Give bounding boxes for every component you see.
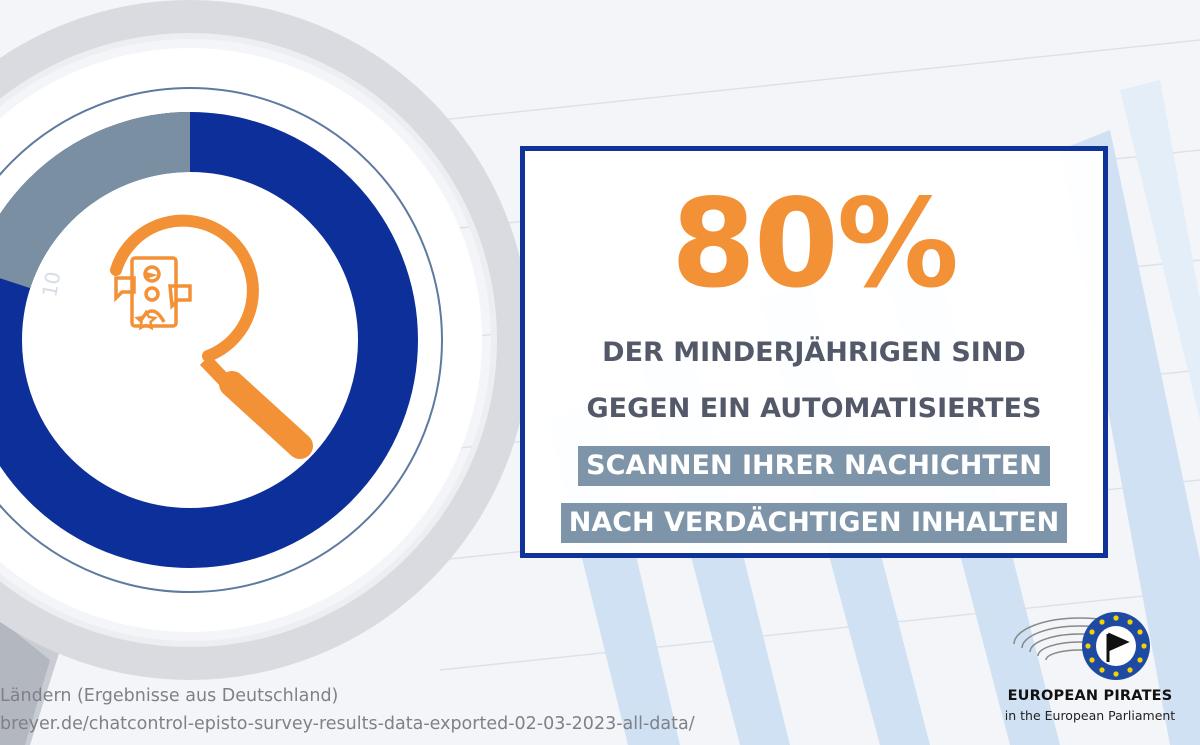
donut-tick-label: 10 — [37, 270, 65, 299]
stat-line-2: GEGEN EIN AUTOMATISIERTES — [525, 389, 1103, 429]
magnifier-rim — [0, 0, 530, 680]
magnifying-glass-icon — [110, 214, 313, 459]
big-percentage: 80% — [670, 173, 959, 315]
donut-outline — [0, 87, 443, 593]
european-pirates-logo: EUROPEAN PIRATES in the European Parliam… — [1000, 604, 1180, 734]
stat-line-3-text: SCANNEN IHRER NACHICHTEN — [578, 446, 1050, 486]
chat-profile-icon — [114, 256, 192, 331]
stat-line-4-text: NACH VERDÄCHTIGEN INHALTEN — [560, 503, 1068, 543]
logo-subtitle: in the European Parliament — [1004, 708, 1176, 723]
stat-line-3-highlight: SCANNEN IHRER NACHICHTEN — [525, 446, 1103, 486]
source-note: Ländern (Ergebnisse aus Deutschland) bre… — [0, 682, 780, 738]
stat-line-2-text: GEGEN EIN AUTOMATISIERTES — [586, 393, 1042, 424]
source-url[interactable]: breyer.de/chatcontrol-episto-survey-resu… — [0, 714, 695, 734]
stat-line-1: DER MINDERJÄHRIGEN SIND — [525, 333, 1103, 373]
logo-name: EUROPEAN PIRATES — [1007, 688, 1173, 704]
stat-panel: 80% DER MINDERJÄHRIGEN SIND GEGEN EIN AU… — [520, 146, 1108, 558]
stat-line-4-highlight: NACH VERDÄCHTIGEN INHALTEN — [525, 503, 1103, 543]
source-line-1: Ländern (Ergebnisse aus Deutschland) — [0, 686, 339, 706]
magnifier-donut: 10 — [0, 0, 530, 745]
parliament-logo-icon — [1013, 612, 1150, 680]
stat-line-1-text: DER MINDERJÄHRIGEN SIND — [602, 337, 1026, 368]
donut-segment-rest — [0, 112, 191, 289]
